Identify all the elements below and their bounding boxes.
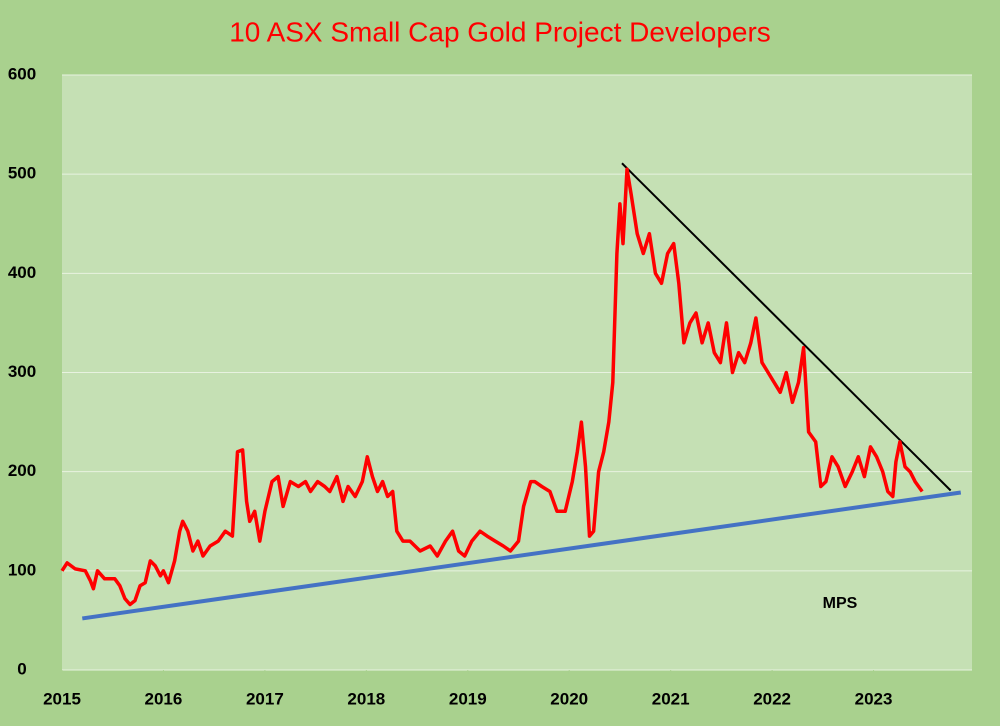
x-tick-label: 2018: [347, 689, 385, 708]
x-tick-label: 2020: [550, 689, 588, 708]
trend-line: [82, 490, 962, 621]
y-tick-label: 100: [8, 560, 36, 579]
y-tick-label: 200: [8, 461, 36, 480]
x-tick-label: 2021: [652, 689, 690, 708]
y-tick-label: 500: [8, 164, 36, 183]
x-tick-label: 2017: [246, 689, 284, 708]
x-tick-label: 2015: [43, 689, 81, 708]
x-tick-label: 2016: [145, 689, 183, 708]
x-tick-label: 2022: [753, 689, 791, 708]
line-series: [60, 167, 924, 607]
trend-line: [621, 162, 952, 492]
y-tick-label: 400: [8, 263, 36, 282]
x-tick-label: 2019: [449, 689, 487, 708]
x-tick-label: 2023: [855, 689, 893, 708]
y-tick-label: 300: [8, 362, 36, 381]
y-tick-label: 0: [17, 659, 26, 678]
chart-title: 10 ASX Small Cap Gold Project Developers: [229, 16, 771, 47]
y-tick-label: 600: [8, 64, 36, 83]
annotation: MPS: [823, 595, 858, 612]
